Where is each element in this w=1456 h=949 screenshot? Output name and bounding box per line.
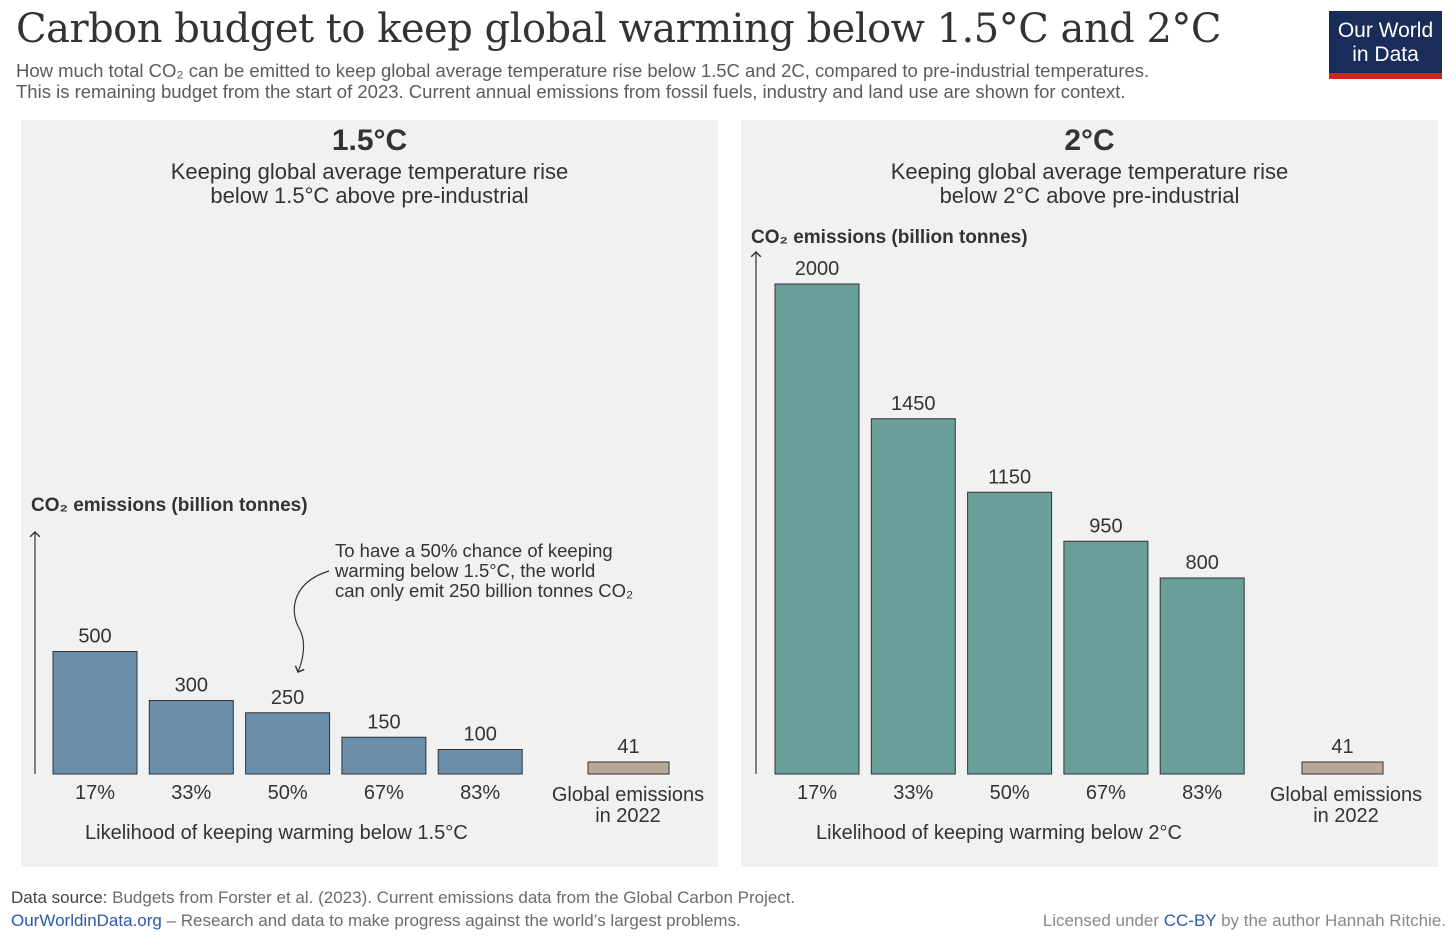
- bar-1-5c-83pct: [437, 749, 523, 775]
- context-value-label: 41: [1331, 736, 1353, 758]
- context-label-line-2: in 2022: [1313, 805, 1379, 827]
- y-axis-label: CO₂ emissions (billion tonnes): [31, 495, 308, 516]
- x-tick-label: 83%: [1182, 782, 1222, 804]
- x-axis-label: Likelihood of keeping warming below 2°C: [816, 822, 1182, 844]
- site-link[interactable]: OurWorldinData.org: [11, 911, 162, 930]
- x-tick-label: 33%: [893, 782, 933, 804]
- chart-1-5c: 500 17% 300 33% 250 50% 150 67% 100 83% 41 Global e…: [29, 530, 704, 827]
- annotation-line-1: To have a 50% chance of keeping: [335, 540, 613, 561]
- footer-source: Data source: Budgets from Forster et al.…: [11, 888, 795, 908]
- logo-line-2: in Data: [1352, 43, 1419, 66]
- context-label-line-1: Global emissions: [552, 784, 704, 806]
- x-tick-label: 67%: [1086, 782, 1126, 804]
- bar-2c-67pct: [1063, 540, 1149, 775]
- context-bar-2c: [1301, 761, 1384, 775]
- bar-1-5c-17pct: [52, 651, 138, 775]
- bar-value-label: 2000: [795, 258, 840, 280]
- bar-value-label: 1150: [988, 466, 1031, 488]
- chart-2c: 2000 17% 1450 33% 1150 50% 950 67% 800 83% 41 Globa…: [750, 250, 1422, 827]
- bar-value-label: 150: [367, 711, 400, 733]
- panel-subtitle: Keeping global average temperature rise …: [21, 160, 718, 208]
- license-link[interactable]: CC-BY: [1163, 911, 1217, 930]
- bar-2c-17pct: [774, 283, 860, 775]
- x-tick-label: 50%: [990, 782, 1030, 804]
- bar-value-label: 800: [1186, 552, 1219, 574]
- annotation-text: To have a 50% chance of keeping warming …: [335, 541, 685, 601]
- panel-title: 2°C: [1064, 124, 1115, 157]
- bar-value-label: 250: [271, 687, 304, 709]
- subtitle-line-2: This is remaining budget from the start …: [16, 81, 1126, 102]
- panel-2c: 2000 17% 1450 33% 1150 50% 950 67% 800 83% 41 Globa…: [741, 120, 1438, 867]
- panel-1-5c: 500 17% 300 33% 250 50% 150 67% 100 83% 41 Global e…: [21, 120, 718, 867]
- x-tick-label: 83%: [460, 782, 500, 804]
- bar-value-label: 500: [78, 626, 111, 648]
- context-label-line-2: in 2022: [595, 805, 661, 827]
- x-tick-label: 33%: [171, 782, 211, 804]
- x-axis-label: Likelihood of keeping warming below 1.5°…: [85, 822, 468, 844]
- bar-1-5c-33pct: [148, 700, 234, 775]
- license-post: by the author Hannah Ritchie.: [1221, 911, 1446, 930]
- panel-subtitle: Keeping global average temperature rise …: [741, 160, 1438, 208]
- x-tick-label: 67%: [364, 782, 404, 804]
- panel-subtitle-line-2: below 2°C above pre-industrial: [939, 183, 1240, 208]
- owid-logo[interactable]: Our World in Data: [1329, 11, 1442, 79]
- source-text: Budgets from Forster et al. (2023). Curr…: [112, 888, 796, 907]
- annotation-line-2: warming below 1.5°C, the world: [335, 560, 596, 581]
- site-text: – Research and data to make progress aga…: [166, 911, 741, 930]
- panel-subtitle-line-1: Keeping global average temperature rise: [170, 159, 569, 184]
- context-value-label: 41: [617, 736, 639, 758]
- bar-value-label: 1450: [891, 393, 936, 415]
- x-tick-label: 50%: [268, 782, 308, 804]
- license-note: Licensed under CC-BY by the author Hanna…: [1043, 911, 1446, 931]
- panel-title: 1.5°C: [331, 124, 408, 157]
- logo-line-1: Our World: [1337, 19, 1434, 42]
- bar-value-label: 100: [464, 724, 497, 746]
- annotation-line-3: can only emit 250 billion tonnes CO₂: [335, 580, 634, 601]
- license-pre: Licensed under: [1042, 911, 1160, 930]
- panel-subtitle-line-1: Keeping global average temperature rise: [890, 159, 1289, 184]
- bar-value-label: 300: [175, 675, 208, 697]
- panel-subtitle-line-2: below 1.5°C above pre-industrial: [210, 183, 529, 208]
- x-tick-label: 17%: [75, 782, 115, 804]
- context-bar-1-5c: [587, 761, 670, 775]
- bar-value-label: 950: [1089, 515, 1122, 537]
- bar-1-5c-50pct: [245, 712, 331, 775]
- x-tick-label: 17%: [797, 782, 837, 804]
- bar-1-5c-67pct: [341, 736, 427, 775]
- bar-2c-83pct: [1159, 577, 1245, 775]
- page-title: Carbon budget to keep global warming bel…: [16, 6, 1222, 52]
- y-axis-label: CO₂ emissions (billion tonnes): [751, 227, 1028, 248]
- page-subtitle: How much total CO₂ can be emitted to kee…: [16, 60, 1316, 102]
- annotation-arrow: [293, 570, 330, 673]
- bar-2c-50pct: [967, 491, 1053, 775]
- context-label-line-1: Global emissions: [1270, 784, 1422, 806]
- bar-2c-33pct: [870, 418, 956, 775]
- source-label: Data source:: [11, 888, 108, 907]
- footer-site: OurWorldinData.org – Research and data t…: [11, 911, 741, 931]
- subtitle-line-1: How much total CO₂ can be emitted to kee…: [16, 60, 1150, 81]
